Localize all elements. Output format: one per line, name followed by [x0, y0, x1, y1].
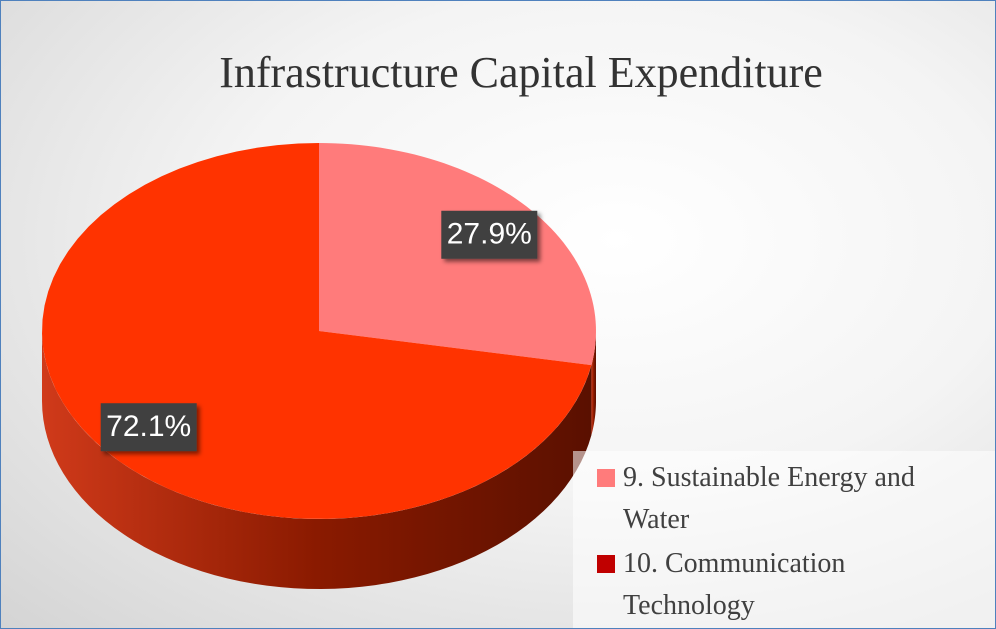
data-label: 27.9%	[441, 210, 538, 259]
data-label-text: 72.1%	[106, 410, 191, 443]
chart-title: Infrastructure Capital Expenditure	[219, 48, 823, 97]
legend-swatch	[597, 469, 615, 487]
data-label: 72.1%	[100, 403, 197, 452]
legend-entry: 10. Communication Technology	[597, 543, 977, 627]
legend-entry: 9. Sustainable Energy and Water	[597, 457, 977, 541]
legend: 9. Sustainable Energy and Water 10. Commu…	[573, 451, 995, 628]
data-label-box	[441, 210, 538, 259]
legend-label: 9. Sustainable Energy and Water	[623, 462, 915, 535]
data-label-box	[100, 403, 197, 452]
pie-side	[42, 331, 592, 589]
pie: 27.9% 72.1%	[42, 143, 596, 589]
legend-swatch	[597, 555, 615, 573]
pie-side	[591, 331, 596, 436]
data-label-text: 27.9%	[447, 218, 532, 251]
legend-label: 10. Communication Technology	[623, 548, 846, 621]
